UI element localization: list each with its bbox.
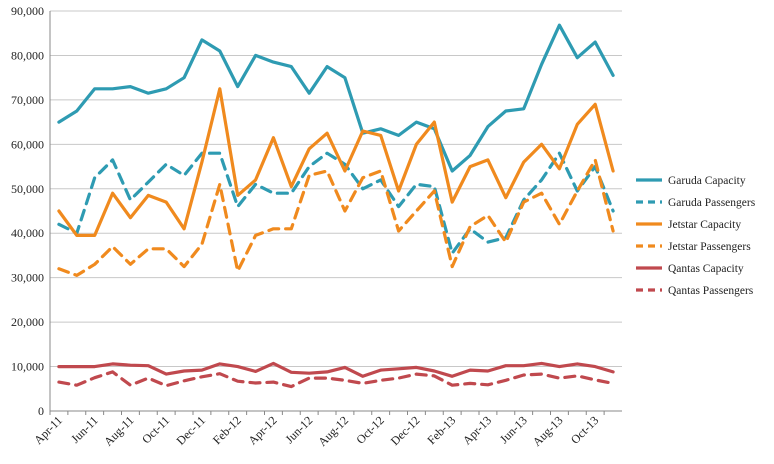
series-line bbox=[57, 87, 615, 237]
y-tick-label: 80,000 bbox=[11, 48, 44, 62]
legend-label: Garuda Capacity bbox=[668, 175, 746, 187]
y-tick-label: 40,000 bbox=[11, 226, 44, 240]
x-tick-label: Dec-12 bbox=[388, 413, 423, 448]
x-axis: Apr-11 Jun-11 Aug-11 Oct-11 Dec-11 Feb-12 Apr-… bbox=[31, 410, 622, 449]
series-line bbox=[57, 361, 615, 378]
series-line bbox=[57, 23, 615, 173]
legend-label: Jetstar Capacity bbox=[668, 219, 741, 231]
x-tick-label: Apr-11 bbox=[31, 413, 65, 447]
x-tick-label: Aug-12 bbox=[315, 413, 351, 449]
y-tick-label: 0 bbox=[38, 404, 44, 418]
x-tick-label: Apr-13 bbox=[460, 413, 494, 447]
gridlines bbox=[50, 10, 622, 368]
series-line bbox=[57, 158, 615, 277]
y-tick-label: 60,000 bbox=[11, 137, 44, 151]
x-tick-label: Apr-12 bbox=[245, 413, 279, 447]
x-tick-label: Oct-12 bbox=[353, 413, 386, 446]
x-tick-label: Oct-11 bbox=[139, 413, 172, 446]
y-tick-label: 70,000 bbox=[11, 93, 44, 107]
x-tick-label: Jun-11 bbox=[68, 413, 101, 446]
legend-label: Qantas Capacity bbox=[668, 263, 744, 275]
x-tick-label: Jun-13 bbox=[497, 413, 530, 446]
x-tick-label: Aug-13 bbox=[530, 413, 566, 449]
x-tick-label: Oct-13 bbox=[568, 413, 601, 446]
y-tick-label: 30,000 bbox=[11, 271, 44, 285]
x-tick-label: Jun-12 bbox=[282, 413, 315, 446]
y-tick-label: 90,000 bbox=[11, 4, 44, 18]
legend: Garuda Capacity Garuda Passengers Jetstar … bbox=[636, 175, 756, 297]
x-tick-label: Feb-12 bbox=[210, 413, 244, 447]
y-tick-label: 20,000 bbox=[11, 315, 44, 329]
y-tick-label: 50,000 bbox=[11, 182, 44, 196]
series-layer bbox=[57, 23, 615, 389]
y-tick-label: 10,000 bbox=[11, 360, 44, 374]
x-tick-label: Aug-11 bbox=[101, 413, 137, 449]
x-tick-label: Feb-13 bbox=[424, 413, 458, 447]
legend-label: Garuda Passengers bbox=[668, 197, 756, 209]
x-tick-label: Dec-11 bbox=[173, 413, 208, 448]
legend-label: Qantas Passengers bbox=[668, 285, 754, 297]
legend-label: Jetstar Passengers bbox=[668, 241, 751, 253]
y-axis: 0 10,000 20,000 30,000 40,000 50,000 60,000 70,… bbox=[11, 4, 51, 418]
series-line bbox=[57, 370, 615, 389]
